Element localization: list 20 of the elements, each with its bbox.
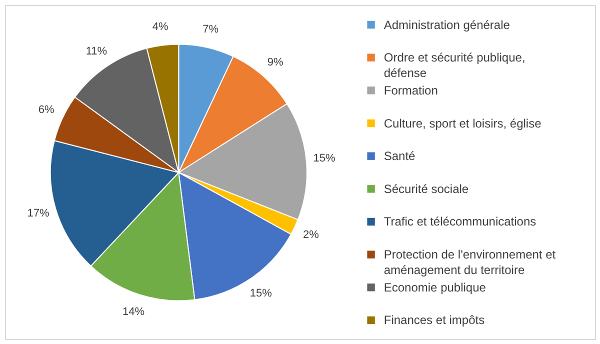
legend-label: Finances et impôts bbox=[384, 313, 485, 328]
data-label: 7% bbox=[202, 24, 219, 36]
legend-label: Formation bbox=[384, 83, 438, 98]
data-label: 9% bbox=[267, 56, 284, 69]
data-label: 15% bbox=[250, 288, 272, 300]
data-label: 14% bbox=[122, 306, 145, 318]
data-label: 4% bbox=[152, 21, 168, 34]
legend-label: Protection de l'environnement et aménagement du territoire bbox=[384, 248, 556, 277]
legend-label: Trafic et télécommunications bbox=[384, 214, 536, 229]
legend-label: Administration générale bbox=[384, 18, 510, 32]
data-label: 11% bbox=[86, 45, 108, 58]
data-label: 15% bbox=[313, 152, 336, 165]
data-label: 17% bbox=[27, 207, 50, 220]
data-label: 2% bbox=[303, 228, 320, 241]
legend-label: Culture, sport et loisirs, église bbox=[384, 116, 542, 130]
legend-label: Economie publique bbox=[384, 280, 486, 294]
data-label: 6% bbox=[38, 104, 55, 116]
legend-label: Santé bbox=[384, 149, 416, 164]
legend-label: Ordre et sécurité publique, défense bbox=[384, 50, 526, 80]
legend-label: Sécurité sociale bbox=[384, 182, 469, 196]
